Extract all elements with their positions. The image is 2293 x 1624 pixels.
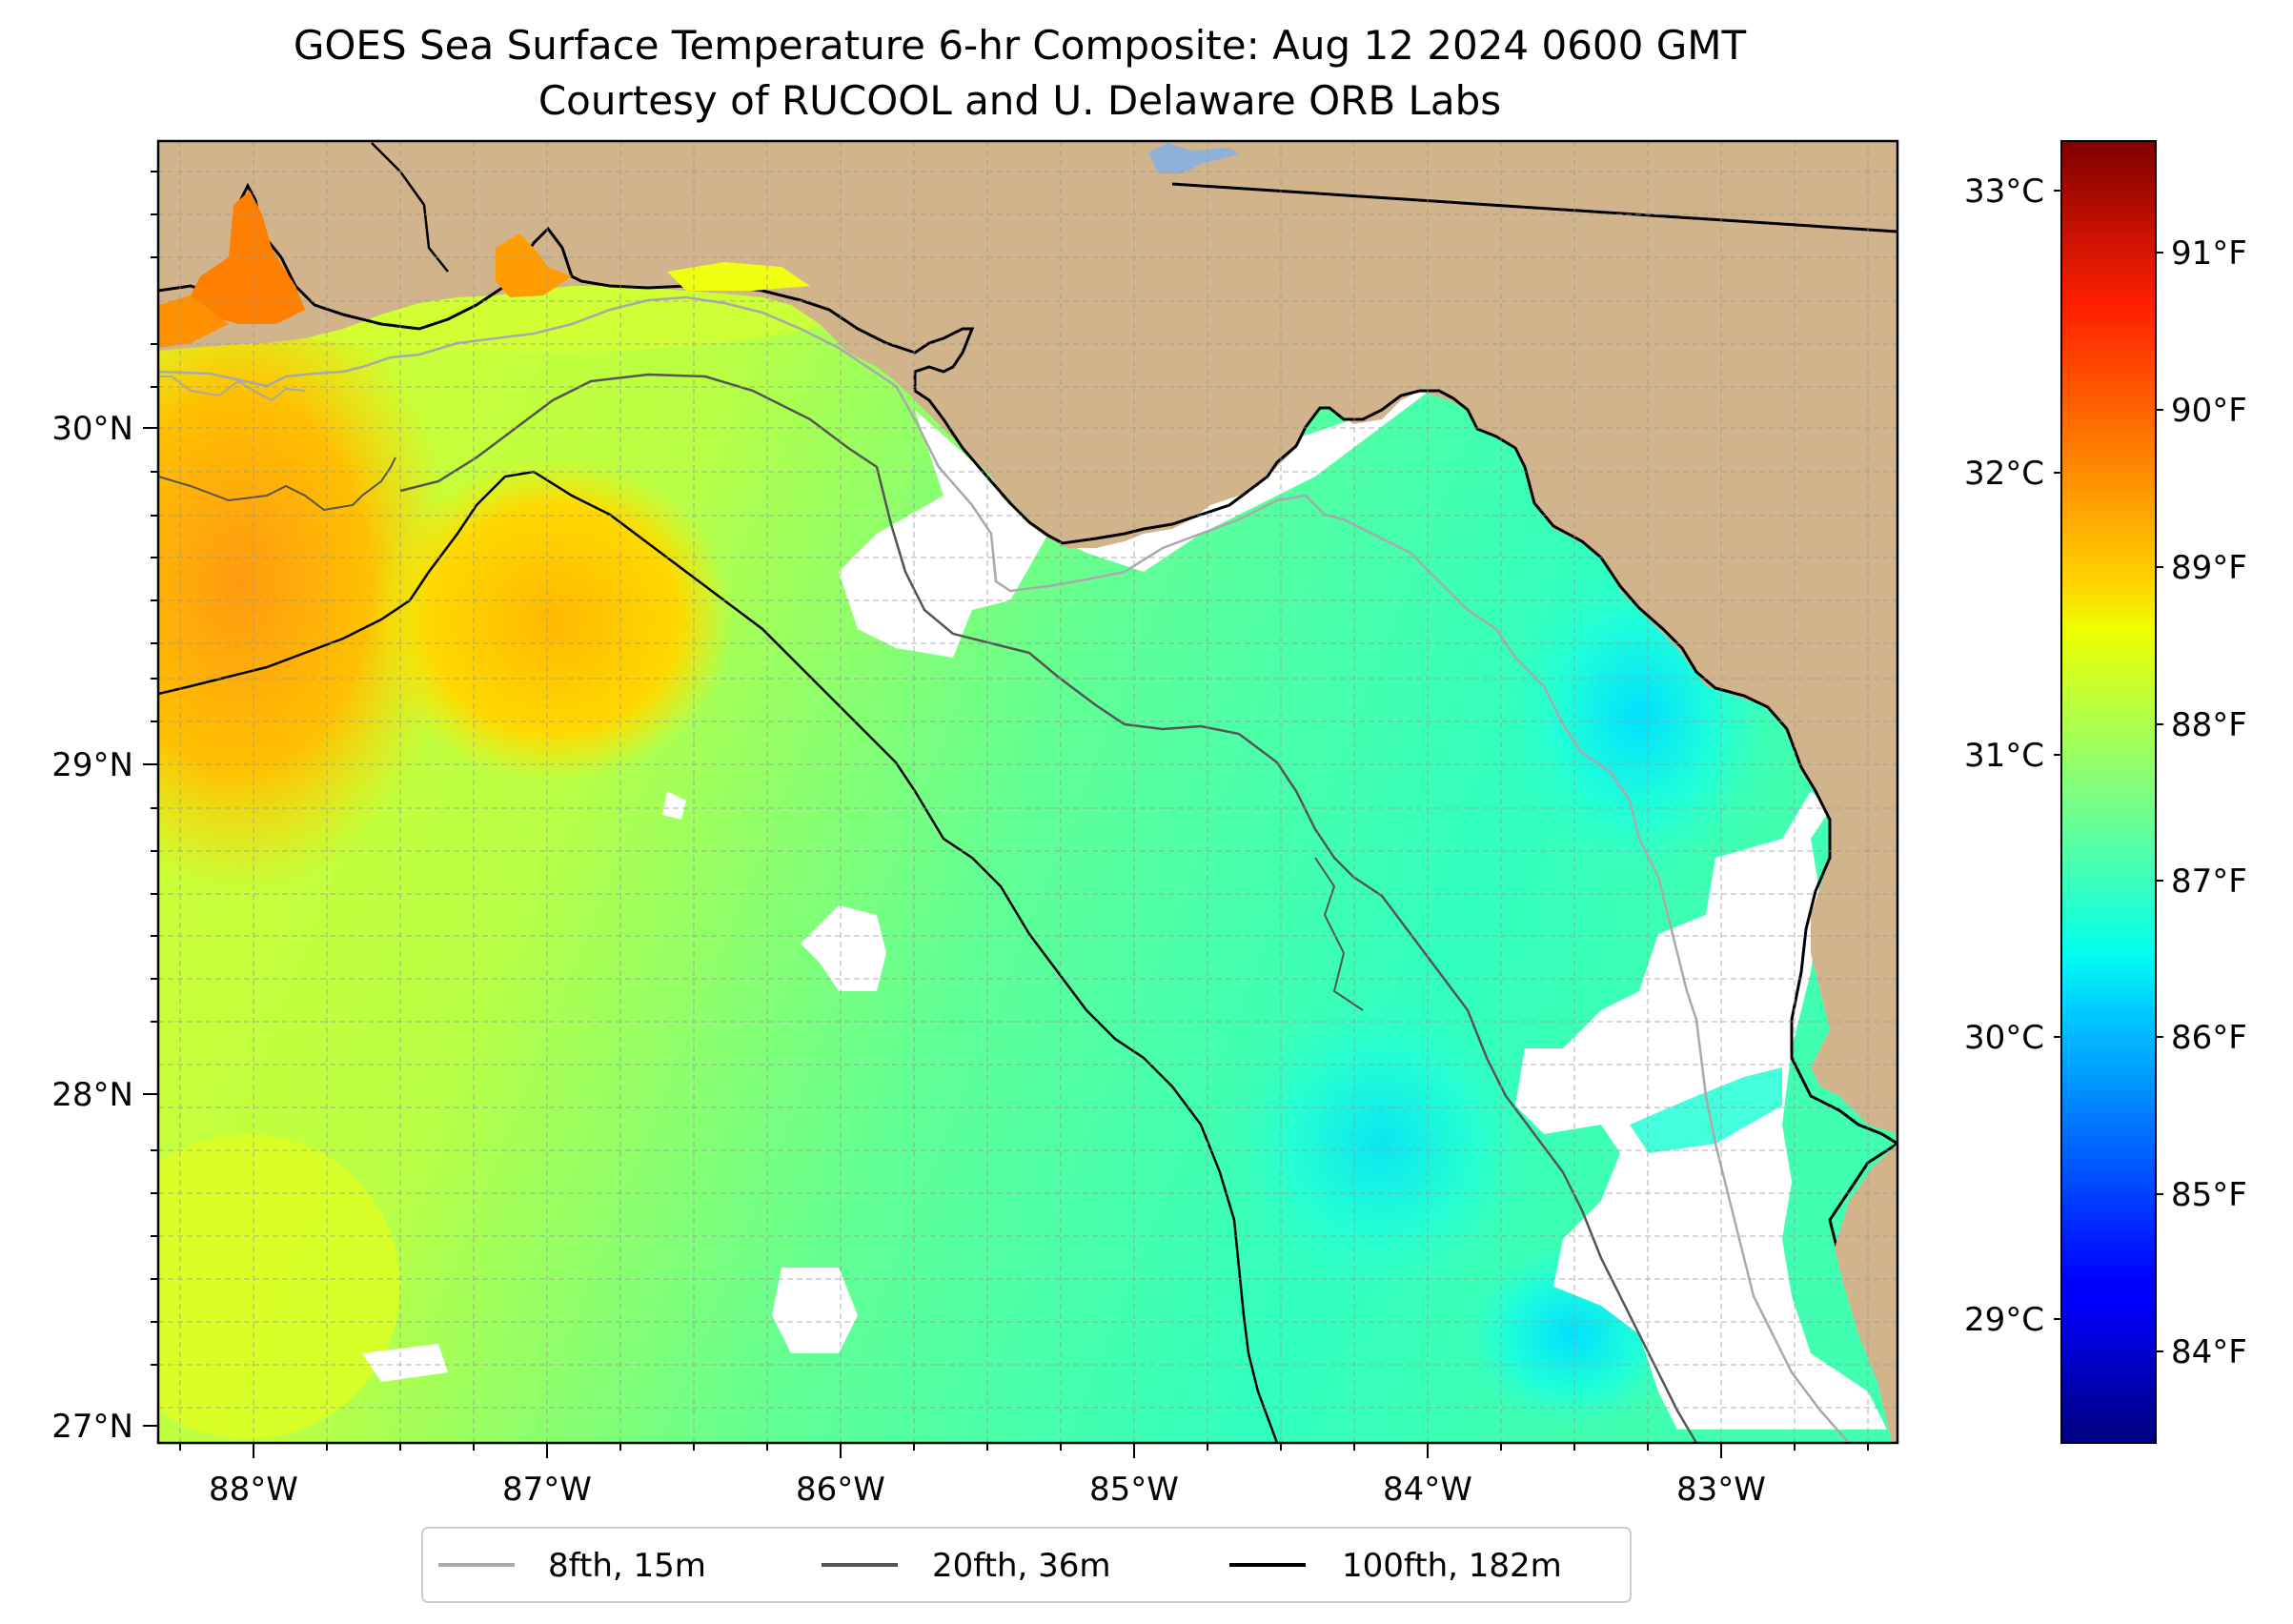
fahrenheit-tick-label: 90°F	[2171, 392, 2247, 430]
isobath-20fth-islands	[1314, 857, 1364, 1011]
lon-tick-label: 86°W	[796, 1471, 885, 1509]
legend-label: 8fth, 15m	[548, 1547, 706, 1585]
lon-tick-label: 88°W	[209, 1471, 298, 1509]
fahrenheit-tick-label: 85°F	[2171, 1176, 2247, 1214]
isobath-8fth	[158, 295, 1850, 1443]
celsius-tick-label: 32°C	[1964, 455, 2044, 493]
perdido-bay-warm	[158, 295, 229, 348]
cool-patch-south	[1229, 991, 1534, 1296]
lat-tick-marks	[143, 171, 158, 1427]
isobath-20fth	[399, 373, 1698, 1443]
lon-tick-label: 83°W	[1676, 1471, 1766, 1509]
lake	[1148, 143, 1239, 173]
colorbar-celsius-ticks	[2054, 190, 2061, 1320]
cyan-patch-tampa	[1630, 1067, 1782, 1153]
graticule	[158, 141, 1897, 1443]
celsius-tick-label: 33°C	[1964, 173, 2044, 211]
state-border	[1171, 182, 1897, 233]
fahrenheit-tick-label: 91°F	[2171, 234, 2247, 273]
legend-box	[421, 1527, 1632, 1603]
warm-patch-central	[372, 457, 734, 782]
legend: 8fth, 15m 20fth, 36m 100fth, 182m	[421, 1527, 1632, 1603]
mobile-bay-shore	[371, 142, 449, 273]
land-tampa	[1835, 1144, 1897, 1443]
isobath-100fth	[158, 470, 1279, 1443]
map-frame	[156, 139, 1899, 1445]
fahrenheit-tick-label: 87°F	[2171, 863, 2247, 901]
colorbar	[2060, 140, 2157, 1444]
lat-tick-label: 30°N	[51, 410, 133, 448]
fahrenheit-tick-label: 88°F	[2171, 706, 2247, 744]
fahrenheit-tick-label: 89°F	[2171, 549, 2247, 587]
celsius-tick-label: 29°C	[1964, 1301, 2044, 1339]
legend-label: 100fth, 182m	[1342, 1547, 1562, 1585]
pensacola-bay-warm	[496, 233, 572, 297]
land-mass	[158, 141, 1897, 1134]
coastal-warm-strip	[667, 262, 810, 291]
isobath-20fth-west	[158, 457, 396, 512]
isobath-8fth-west	[158, 376, 306, 402]
figure-title: GOES Sea Surface Temperature 6-hr Compos…	[294, 22, 1747, 69]
colorbar-fahrenheit-ticks	[2156, 252, 2163, 1352]
lat-tick-label: 28°N	[51, 1076, 133, 1114]
figure-subtitle: Courtesy of RUCOOL and U. Delaware ORB L…	[538, 77, 1501, 124]
warm-patch-west	[158, 267, 457, 896]
fahrenheit-tick-label: 86°F	[2171, 1019, 2247, 1057]
lon-tick-label: 87°W	[502, 1471, 592, 1509]
lon-tick-label: 84°W	[1383, 1471, 1472, 1509]
warm-patch-southwest	[158, 1134, 400, 1439]
map-area	[158, 141, 1897, 1443]
lat-tick-label: 27°N	[51, 1408, 133, 1446]
celsius-tick-label: 30°C	[1964, 1019, 2044, 1057]
celsius-tick-label: 31°C	[1964, 737, 2044, 775]
legend-label: 20fth, 36m	[932, 1547, 1111, 1585]
lon-tick-marks	[179, 1443, 1869, 1458]
lat-tick-label: 29°N	[51, 746, 133, 784]
lon-tick-label: 85°W	[1089, 1471, 1179, 1509]
fahrenheit-tick-label: 84°F	[2171, 1333, 2247, 1371]
